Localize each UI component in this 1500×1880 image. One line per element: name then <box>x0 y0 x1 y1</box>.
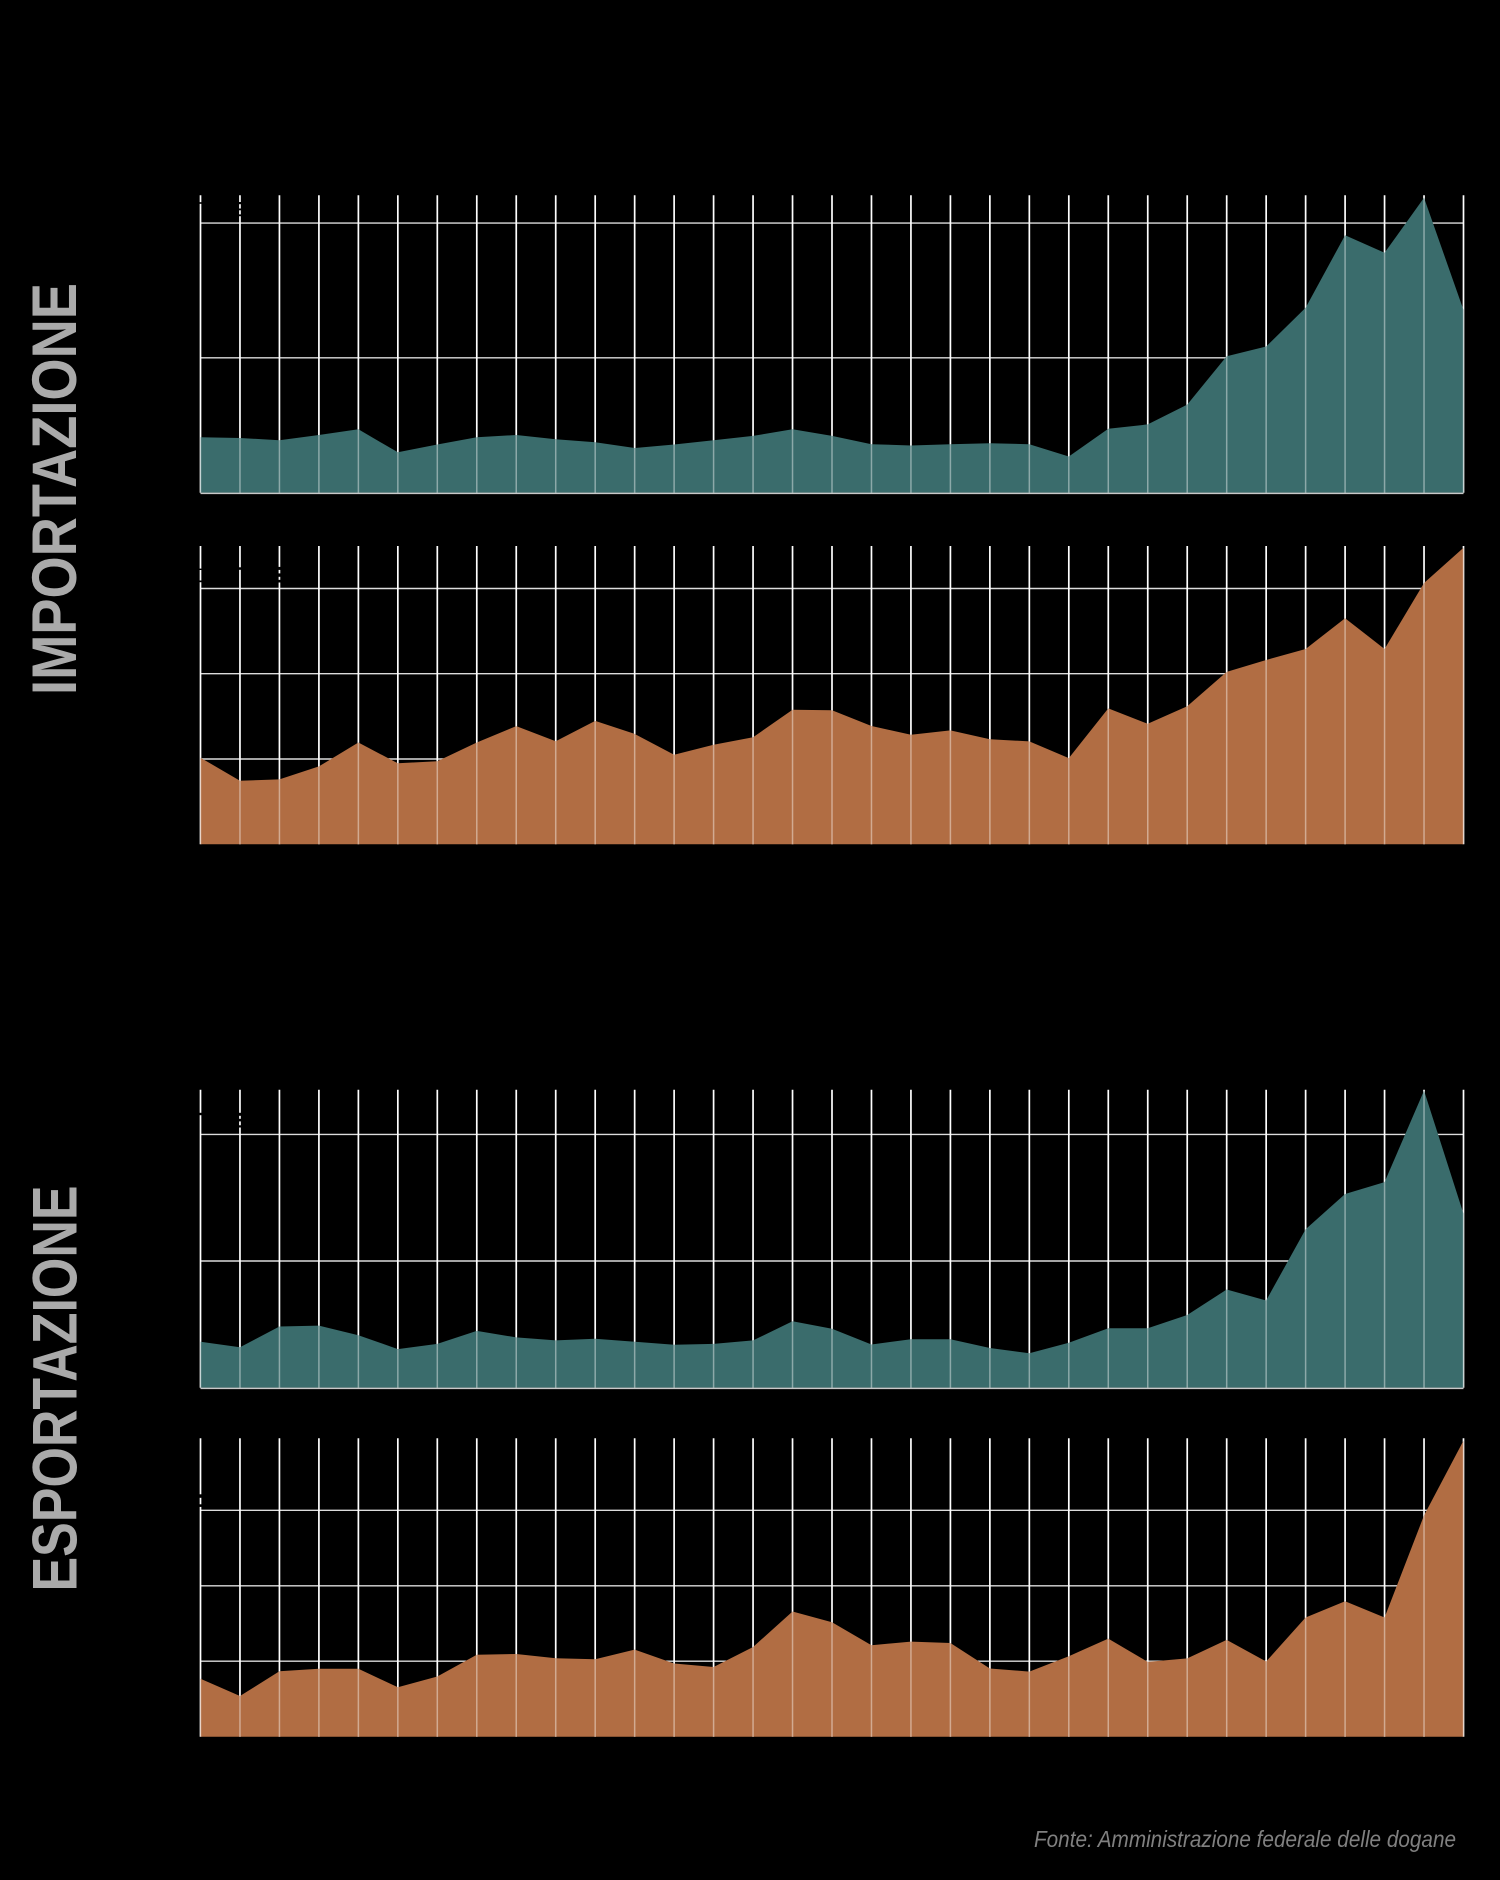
svg-text:ESPORTAZIONE: ESPORTAZIONE <box>21 1186 91 1592</box>
svg-text:Fonte: Amministrazione federal: Fonte: Amministrazione federale delle do… <box>1034 1826 1456 1852</box>
svg-text:IMPORTAZIONE: IMPORTAZIONE <box>20 283 90 695</box>
